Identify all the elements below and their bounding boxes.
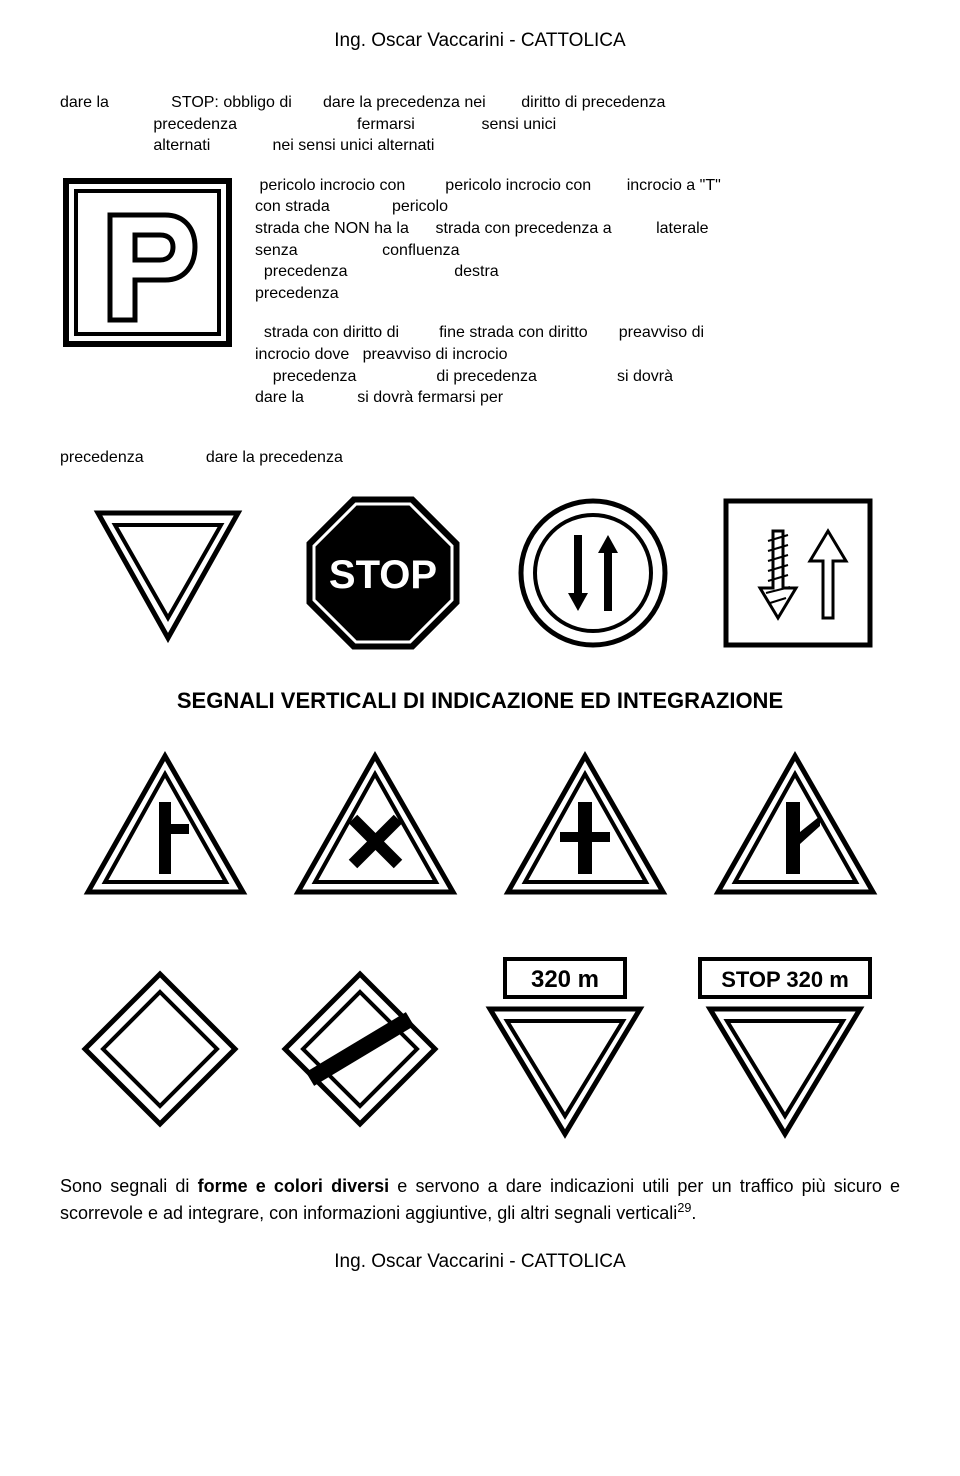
text-block-4: precedenza dare la precedenza — [60, 447, 900, 469]
diamond-priority-icon — [75, 964, 245, 1134]
sign-row-3: 320 m STOP 320 m — [60, 954, 900, 1144]
triangle-sideroad-icon — [78, 744, 253, 904]
page-footer: Ing. Oscar Vaccarini - CATTOLICA — [60, 1251, 900, 1273]
text-block-3: strada con diritto di fine strada con di… — [255, 322, 900, 408]
sign-row-1: STOP — [60, 488, 900, 658]
yield-320m-icon: 320 m — [475, 954, 655, 1144]
arrows-square-icon — [718, 493, 878, 653]
text-block-1: dare la STOP: obbligo di dare la precede… — [60, 92, 900, 157]
triangle-merge-icon — [708, 744, 883, 904]
parking-section: pericolo incrocio con pericolo incrocio … — [60, 175, 900, 427]
parking-sign-icon — [60, 175, 235, 350]
triangle-x-icon — [288, 744, 463, 904]
text-block-2: pericolo incrocio con pericolo incrocio … — [255, 175, 900, 305]
twoway-circle-icon — [513, 493, 673, 653]
stop-octagon-icon: STOP — [298, 488, 468, 658]
page-header: Ing. Oscar Vaccarini - CATTOLICA — [60, 30, 900, 52]
svg-text:320 m: 320 m — [531, 966, 599, 993]
svg-text:STOP 320 m: STOP 320 m — [721, 967, 849, 992]
yield-triangle-icon — [83, 493, 253, 653]
section-heading: SEGNALI VERTICALI DI INDICAZIONE ED INTE… — [60, 688, 900, 714]
body-paragraph: Sono segnali di forme e colori diversi e… — [60, 1174, 900, 1225]
yield-stop320m-icon: STOP 320 m — [685, 954, 885, 1144]
diamond-endpriority-icon — [275, 964, 445, 1134]
triangle-cross-icon — [498, 744, 673, 904]
sign-row-2 — [60, 744, 900, 904]
svg-text:STOP: STOP — [328, 553, 436, 597]
